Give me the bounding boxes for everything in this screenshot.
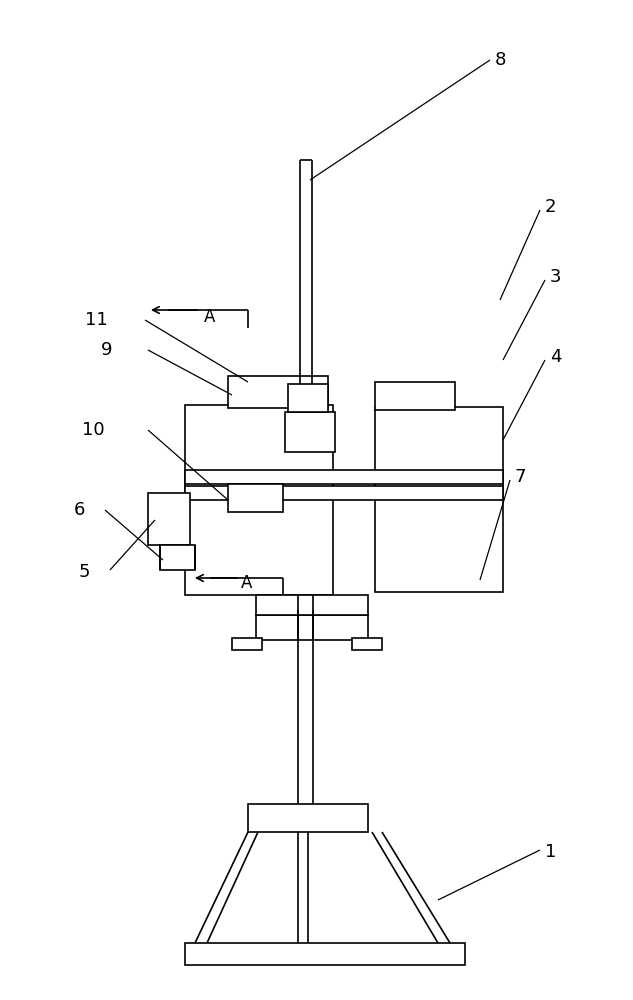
Text: 7: 7 bbox=[515, 468, 527, 486]
Bar bbox=[160, 545, 195, 570]
Bar bbox=[375, 382, 455, 410]
Bar bbox=[185, 486, 503, 500]
Bar bbox=[185, 943, 465, 965]
Bar bbox=[248, 804, 368, 832]
Text: A: A bbox=[204, 308, 216, 326]
Text: 2: 2 bbox=[545, 198, 556, 216]
Text: 8: 8 bbox=[495, 51, 506, 69]
Bar bbox=[256, 595, 368, 615]
Text: 9: 9 bbox=[101, 341, 112, 359]
Bar bbox=[228, 376, 328, 408]
Text: 6: 6 bbox=[73, 501, 85, 519]
Bar bbox=[148, 493, 190, 545]
Text: 10: 10 bbox=[82, 421, 105, 439]
Bar bbox=[232, 638, 262, 650]
Bar bbox=[288, 384, 328, 412]
Bar bbox=[352, 638, 382, 650]
Bar bbox=[285, 412, 335, 452]
Text: 11: 11 bbox=[85, 311, 108, 329]
Bar bbox=[185, 470, 503, 484]
Text: 5: 5 bbox=[78, 563, 90, 581]
Text: 4: 4 bbox=[550, 348, 561, 366]
Text: A: A bbox=[241, 574, 253, 592]
Bar bbox=[375, 407, 503, 592]
Bar bbox=[256, 615, 368, 640]
Text: 3: 3 bbox=[550, 268, 561, 286]
Bar bbox=[228, 484, 283, 512]
Bar bbox=[185, 405, 333, 595]
Text: 1: 1 bbox=[545, 843, 556, 861]
